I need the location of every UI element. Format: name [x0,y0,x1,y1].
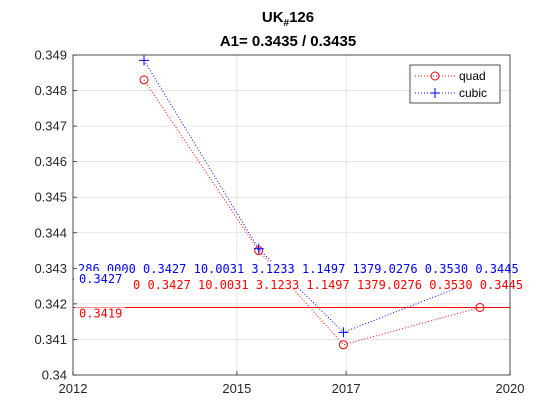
y-tick-label: 0.346 [34,154,67,169]
y-tick-label: 0.341 [34,332,67,347]
annotation-row-red: 0 0.3427 10.0031 3.1233 1.1497 1379.0276… [133,278,523,292]
y-tick-label: 0.344 [34,225,67,240]
x-tick-label: 2012 [59,381,88,396]
legend: quad cubic [410,65,500,103]
chart-subtitle: A1= 0.3435 / 0.3435 [220,33,356,50]
y-tick-label: 0.343 [34,261,67,276]
y-tick-label: 0.348 [34,83,67,98]
y-tick-label: 0.347 [34,119,67,134]
chart-title-suffix: 126 [289,9,314,26]
x-tick-label: 2017 [332,381,361,396]
legend-cubic-label: cubic [459,86,487,100]
legend-quad-label: quad [459,69,486,83]
y-tick-label: 0.345 [34,190,67,205]
x-tick-label: 2015 [222,381,251,396]
annotation-row-blue: 286.0000 0.3427 10.0031 3.1233 1.1497 13… [78,262,519,276]
y-tick-label: 0.342 [34,296,67,311]
y-tick-label: 0.349 [34,48,67,63]
reference-label: 0.3427 [79,272,122,286]
reference-label: 0.3419 [79,306,122,320]
y-tick-label: 0.34 [42,368,67,383]
x-tick-label: 2020 [496,381,525,396]
